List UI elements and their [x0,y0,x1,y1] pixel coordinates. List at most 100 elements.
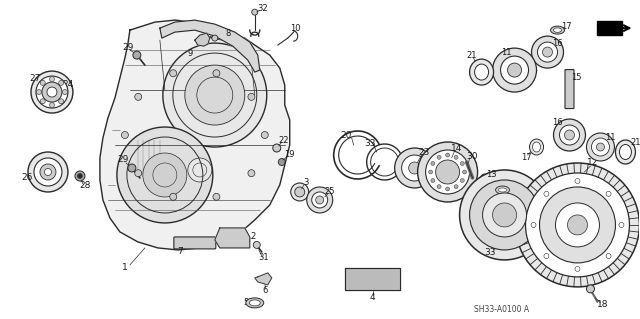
Circle shape [49,102,54,108]
Circle shape [531,222,536,227]
Circle shape [596,143,604,151]
Ellipse shape [616,140,636,164]
Circle shape [460,170,550,260]
Text: 28: 28 [79,182,91,190]
Polygon shape [255,273,272,285]
Circle shape [307,187,333,213]
Circle shape [606,254,611,258]
Circle shape [418,142,477,202]
Circle shape [493,203,516,227]
Text: 1: 1 [122,263,128,272]
Text: 4: 4 [370,293,376,302]
Circle shape [493,48,536,92]
Circle shape [408,162,420,174]
Ellipse shape [495,186,509,194]
Text: 32: 32 [257,4,268,13]
Text: 2: 2 [250,233,255,241]
Circle shape [525,173,629,277]
Text: 14: 14 [451,144,462,152]
Circle shape [483,193,527,237]
Polygon shape [100,20,290,250]
Circle shape [470,180,540,250]
Circle shape [261,131,268,138]
Circle shape [619,222,624,227]
Circle shape [213,193,220,200]
Text: 26: 26 [21,174,33,182]
Circle shape [402,155,428,181]
Circle shape [188,158,212,182]
Circle shape [463,170,467,174]
Circle shape [556,203,600,247]
Circle shape [481,174,488,182]
Text: 3: 3 [303,178,308,188]
Ellipse shape [550,26,564,34]
Text: 8: 8 [225,29,230,38]
Circle shape [143,153,187,197]
Circle shape [291,183,308,201]
Text: 29: 29 [117,155,129,165]
Circle shape [437,155,441,159]
Circle shape [445,187,449,191]
Circle shape [135,93,141,100]
Text: 30: 30 [466,152,477,160]
Circle shape [40,80,45,85]
Circle shape [75,171,85,181]
Ellipse shape [31,71,73,113]
Ellipse shape [34,158,62,186]
Circle shape [431,179,435,182]
Circle shape [559,125,579,145]
Ellipse shape [47,87,57,97]
Circle shape [586,133,614,161]
Circle shape [273,144,281,152]
Polygon shape [160,20,260,72]
Circle shape [312,192,328,208]
Text: 22: 22 [278,136,289,145]
Circle shape [532,36,563,68]
Circle shape [426,150,470,194]
Circle shape [316,196,324,204]
Circle shape [575,179,580,183]
Ellipse shape [470,59,493,85]
Circle shape [295,187,305,197]
Text: 16: 16 [552,117,563,127]
Text: 12: 12 [587,159,598,167]
Circle shape [170,193,177,200]
Text: FR.: FR. [599,23,620,33]
Circle shape [508,63,522,77]
Circle shape [544,254,549,258]
Text: 7: 7 [177,248,182,256]
Circle shape [606,191,611,197]
Circle shape [431,161,435,166]
Circle shape [213,70,220,77]
Circle shape [460,161,464,166]
Circle shape [170,70,177,77]
Circle shape [454,185,458,189]
Ellipse shape [475,64,488,80]
Ellipse shape [28,152,68,192]
Circle shape [445,153,449,157]
Circle shape [212,35,218,41]
Text: 5: 5 [243,298,248,308]
Text: 15: 15 [572,73,582,82]
Circle shape [460,179,464,182]
Text: 18: 18 [596,300,608,309]
Text: SH33-A0100 A: SH33-A0100 A [474,305,529,314]
Circle shape [474,212,479,218]
Circle shape [516,237,521,242]
Circle shape [500,56,529,84]
Ellipse shape [532,142,541,152]
Circle shape [133,51,141,59]
Circle shape [135,170,141,177]
Circle shape [554,119,586,151]
Circle shape [488,188,493,193]
Circle shape [252,9,258,15]
Circle shape [122,131,129,138]
FancyBboxPatch shape [565,70,574,108]
Circle shape [538,42,557,62]
Text: 20: 20 [340,130,351,139]
Text: 33: 33 [484,249,495,257]
Ellipse shape [554,28,561,32]
Circle shape [488,237,493,242]
Text: 13: 13 [486,170,497,180]
Text: 17: 17 [561,22,572,31]
